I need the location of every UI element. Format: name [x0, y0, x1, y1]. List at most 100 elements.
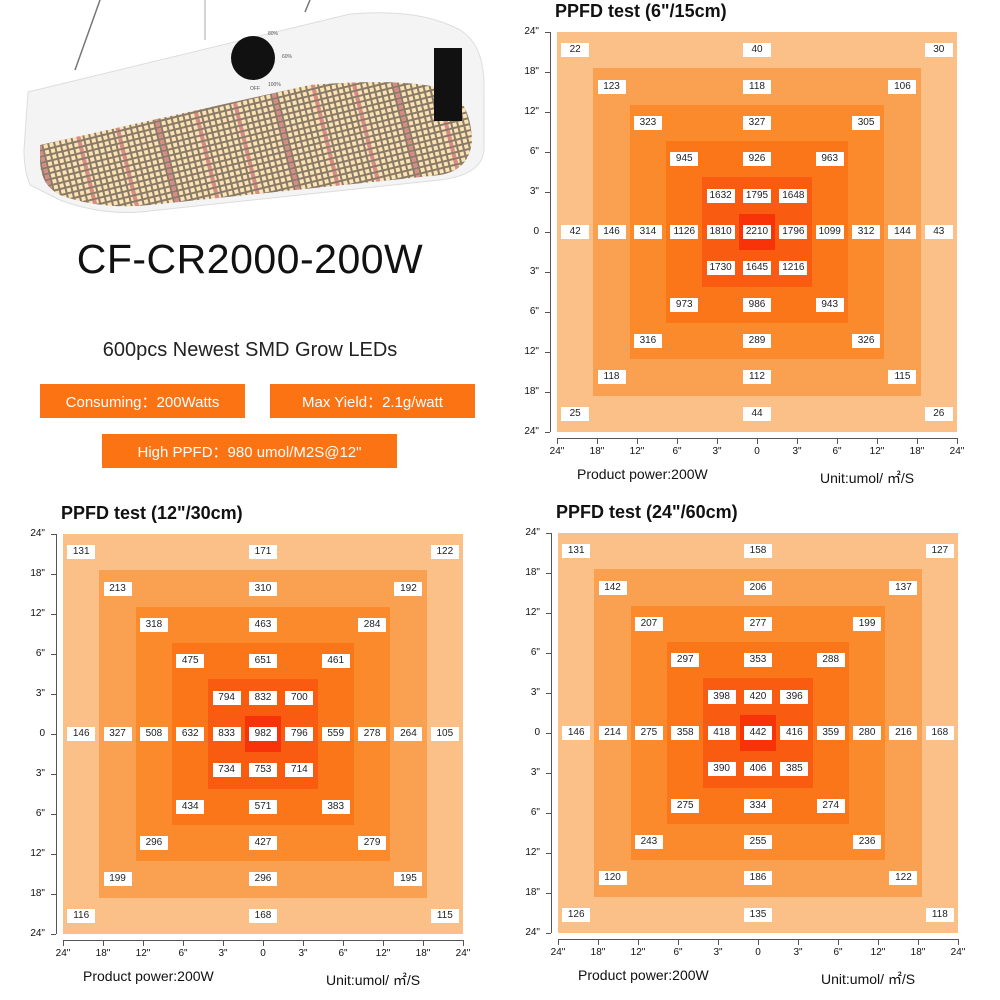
x-tick-label: 6" [178, 948, 188, 959]
product-model-title: CF-CR2000-200W [76, 236, 424, 282]
x-tick [223, 940, 224, 946]
ppfd-value-label: 434 [176, 799, 205, 814]
x-tick [558, 939, 559, 945]
y-tick [51, 694, 56, 695]
x-tick [463, 940, 464, 946]
x-tick-label: 24" [949, 446, 965, 457]
y-axis-line [551, 533, 552, 933]
ppfd-value-label: 118 [743, 79, 771, 94]
ppfd-value-label: 214 [598, 726, 627, 740]
ppfd-value-label: 316 [633, 334, 662, 349]
x-tick-label: 0 [754, 446, 760, 457]
y-tick [51, 934, 56, 935]
ppfd-value-label: 236 [853, 835, 882, 850]
x-tick-label: 0 [755, 947, 761, 958]
ppfd-value-label: 146 [597, 225, 626, 239]
x-tick [918, 939, 919, 945]
ppfd-value-label: 106 [888, 79, 917, 94]
ppfd-value-label: 1796 [779, 225, 808, 239]
x-tick [878, 939, 879, 945]
x-tick-label: 12" [870, 947, 886, 958]
x-tick-label: 24" [549, 446, 565, 457]
ppfd-value-label: 359 [816, 726, 845, 740]
x-tick-label: 3" [712, 446, 722, 457]
x-tick-label: 24" [55, 948, 71, 959]
x-tick-label: 12" [869, 446, 885, 457]
ppfd-value-label: 986 [743, 297, 771, 312]
x-tick-label: 18" [415, 948, 431, 959]
x-tick [757, 438, 758, 444]
y-tick-label: 18" [30, 888, 45, 899]
ppfd-value-label: 390 [707, 762, 736, 777]
ppfd-value-label: 122 [430, 545, 459, 560]
ppfd-value-label: 127 [925, 544, 954, 559]
unit-label: Unit:umol/ ㎡/S [821, 971, 916, 987]
chart-title: PPFD test (24"/60cm) [556, 502, 738, 522]
ppfd-value-label: 427 [249, 836, 277, 851]
y-tick [546, 733, 551, 734]
y-tick [51, 534, 56, 535]
ppfd-value-label: 461 [321, 654, 350, 669]
ppfd-value-label: 277 [744, 616, 772, 631]
ppfd-value-label: 632 [176, 727, 205, 741]
unit-label: Unit:umol/ ㎡/S [820, 470, 915, 486]
ppfd-value-label: 199 [103, 872, 132, 887]
x-tick [718, 939, 719, 945]
ppfd-value-label: 416 [780, 726, 809, 740]
x-tick-label: 12" [135, 948, 151, 959]
x-tick [637, 438, 638, 444]
y-tick-label: 3" [530, 767, 540, 778]
x-tick [758, 939, 759, 945]
ppfd-value-label: 279 [358, 836, 387, 851]
y-tick-label: 24" [525, 927, 540, 938]
high-ppfd-badge: High PPFD：980 umol/M2S@12" [102, 434, 397, 468]
y-tick-label: 6" [530, 807, 540, 818]
y-tick-label: 18" [524, 386, 539, 397]
dial-label-60: 60% [282, 54, 293, 60]
ppfd-value-label: 418 [707, 726, 736, 740]
ppfd-value-label: 420 [744, 689, 772, 704]
ppfd-value-label: 146 [562, 726, 591, 740]
x-tick [383, 940, 384, 946]
x-tick-label: 12" [630, 947, 646, 958]
ppfd-value-label: 278 [358, 727, 387, 741]
x-tick-label: 6" [672, 446, 682, 457]
ppfd-value-label: 284 [358, 617, 387, 632]
heatmap-plot: 22 40 30 123 118 106 323 327 305 945 926 963 1632 179… [557, 32, 957, 432]
dial-label-100: 100% [268, 82, 281, 88]
x-tick [798, 939, 799, 945]
ppfd-value-label: 832 [249, 690, 277, 705]
ppfd-value-label: 192 [394, 581, 423, 596]
ppfd-value-label: 973 [670, 297, 699, 312]
x-tick [303, 940, 304, 946]
ppfd-value-label: 274 [816, 798, 845, 813]
product-power-label: Product power:200W [83, 968, 214, 984]
x-tick-label: 3" [793, 947, 803, 958]
y-tick-label: 12" [30, 848, 45, 859]
y-tick [51, 774, 56, 775]
max-yield-badge: Max Yield：2.1g/watt [270, 384, 475, 418]
ppfd-value-label: 1730 [706, 261, 735, 276]
y-tick-label: 0 [533, 226, 539, 237]
ppfd-value-label: 115 [430, 908, 459, 923]
ppfd-value-label: 275 [671, 798, 700, 813]
ppfd-value-label: 463 [249, 617, 277, 632]
x-tick-label: 3" [298, 948, 308, 959]
ppfd-value-label: 216 [889, 726, 918, 740]
y-tick-label: 12" [30, 608, 45, 619]
y-tick [546, 893, 551, 894]
x-tick [797, 438, 798, 444]
ppfd-value-label: 135 [744, 907, 772, 922]
y-tick-label: 0 [39, 728, 45, 739]
x-tick [557, 438, 558, 444]
x-tick-label: 24" [550, 947, 566, 958]
ppfd-value-label: 1645 [743, 261, 771, 276]
ppfd-value-label: 26 [924, 406, 953, 421]
ppfd-value-label: 207 [634, 616, 663, 631]
ppfd-value-label: 44 [743, 406, 771, 421]
ppfd-value-label: 105 [430, 727, 459, 741]
y-tick-label: 6" [35, 808, 45, 819]
ppfd-value-label: 398 [707, 689, 736, 704]
ppfd-value-label: 131 [67, 545, 96, 560]
y-tick-label: 3" [529, 266, 539, 277]
